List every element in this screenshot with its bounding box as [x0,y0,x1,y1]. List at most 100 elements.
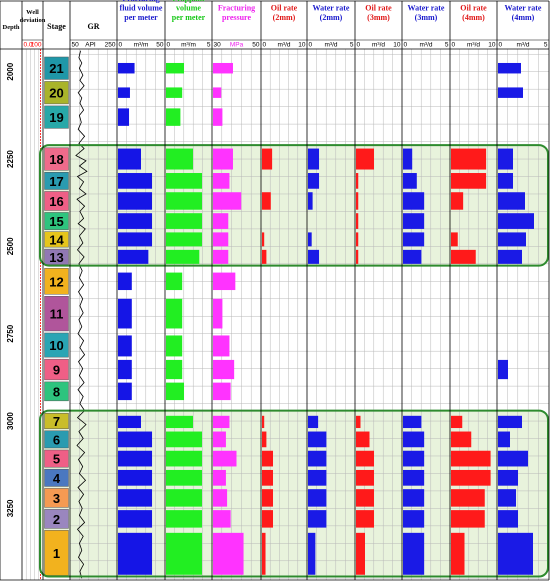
bar-frac_pressure-stage-6 [213,431,226,448]
bar-frac_pressure-stage-7 [213,415,230,429]
stage-label-21: 21 [49,61,63,76]
bar-frac_pressure-stage-12 [213,272,236,291]
bar-frac_fluid-stage-8 [118,382,132,401]
depth-tick-2500: 2500 [6,237,15,255]
bar-frac_pressure-stage-3 [213,489,228,507]
bar-water4-stage-6 [498,431,510,448]
bar-proppant-stage-16 [166,192,202,210]
bar-frac_fluid-stage-21 [118,62,135,74]
bar-frac_pressure-stage-16 [213,192,242,210]
bar-proppant-stage-11 [166,298,183,329]
bar-proppant-stage-21 [166,62,184,74]
bar-oil3-stage-6 [356,431,370,448]
bar-water2-stage-14 [308,232,312,247]
bar-frac_pressure-stage-10 [213,335,230,357]
stage-box-19 [44,105,69,129]
bar-water3-stage-6 [403,431,425,448]
header-frac_pressure-line-1: Fracturing [218,4,255,13]
scale-max-water3: 5 [445,42,449,49]
stage-box-20 [44,81,69,105]
header-water4-line-1: Water rate [505,4,542,13]
bar-oil4-stage-7 [451,415,463,429]
stage-box-5 [44,449,69,468]
bar-proppant-stage-4 [166,469,202,486]
scale-max-gr: 250 [105,42,116,49]
bar-water4-stage-3 [498,489,516,507]
header-frac_fluid-line-3: per meter [124,13,158,22]
bar-oil3-stage-18 [356,148,374,170]
scale-max-frac_pressure: 50 [252,42,260,49]
bar-oil2-stage-3 [262,489,273,507]
bar-oil4-stage-18 [451,148,487,170]
bar-frac_fluid-stage-12 [118,272,132,291]
bar-water3-stage-15 [403,213,425,229]
bar-oil4-stage-4 [451,469,491,486]
bar-water4-stage-7 [498,415,522,429]
bar-frac_pressure-stage-14 [213,232,229,247]
bar-water3-stage-7 [403,415,422,429]
bar-water3-stage-18 [403,148,413,170]
bar-water4-stage-14 [498,232,526,247]
bar-frac_pressure-stage-15 [213,213,229,229]
header-oil4-line-1: Oil rate [460,4,487,13]
bar-oil2-stage-14 [262,232,265,247]
stage-box-17 [44,172,69,190]
bar-proppant-stage-9 [166,359,183,380]
stage-label-17: 17 [49,174,63,189]
bar-frac_pressure-stage-11 [213,298,223,329]
scale-max-water4: 5 [544,42,548,49]
bar-frac_pressure-stage-18 [213,148,233,170]
bar-proppant-stage-18 [166,148,193,170]
stage-box-15 [44,212,69,230]
bar-oil3-stage-14 [356,232,359,247]
bar-water4-stage-4 [498,469,518,486]
scale-unit-proppant: m³/m [181,42,196,49]
stage-box-10 [44,332,69,358]
header-frac_fluid-line-1: Fracturing [122,0,159,3]
bar-oil3-stage-2 [356,510,374,528]
stage-box-8 [44,381,69,402]
bar-water2-stage-6 [308,431,327,448]
stage-box-18 [44,147,69,171]
stage-box-9 [44,358,69,381]
bar-proppant-stage-6 [166,431,202,448]
bar-water2-stage-17 [308,173,320,189]
bar-water4-stage-2 [498,510,518,528]
stage-label-3: 3 [53,491,60,506]
bar-oil2-stage-6 [262,431,267,448]
stage-label-18: 18 [49,152,63,167]
bar-proppant-stage-1 [166,532,202,575]
bar-proppant-stage-17 [166,173,202,189]
header-water2-line-1: Water rate [313,4,350,13]
bar-oil2-stage-4 [262,469,273,486]
bar-water4-stage-13 [498,249,522,264]
bar-frac_fluid-stage-7 [118,415,141,429]
scale-unit-oil3: m³/d [372,42,385,49]
bar-oil3-stage-16 [356,192,359,210]
bar-frac_pressure-stage-17 [213,173,230,189]
bar-proppant-stage-19 [166,108,181,126]
header-proppant-line-3: per meter [172,13,206,22]
scale-min-gr: 50 [72,42,80,49]
scale-max-oil3: 10 [393,42,401,49]
bar-oil2-stage-18 [262,148,273,170]
bar-oil3-stage-7 [356,415,361,429]
bar-frac_pressure-stage-2 [213,510,231,528]
bar-proppant-stage-5 [166,450,202,467]
stage-box-21 [44,56,69,80]
stage-box-6 [44,430,69,449]
scale-min-oil3: 0 [357,42,361,49]
bar-water2-stage-4 [308,469,327,486]
bar-frac_fluid-stage-13 [118,249,149,264]
scale-max-proppant: 5 [207,42,211,49]
header-oil4-line-2: (4mm) [462,13,485,22]
stage-label-20: 20 [49,86,63,101]
scale-min-oil4: 0 [452,42,456,49]
scale-min-well_deviation: 0.0 [24,42,33,49]
bar-oil4-stage-14 [451,232,458,247]
depth-tick-2250: 2250 [6,150,15,168]
bar-proppant-stage-2 [166,510,202,528]
header-well_deviation-line-2: deviation [20,17,46,24]
bar-water2-stage-7 [308,415,319,429]
